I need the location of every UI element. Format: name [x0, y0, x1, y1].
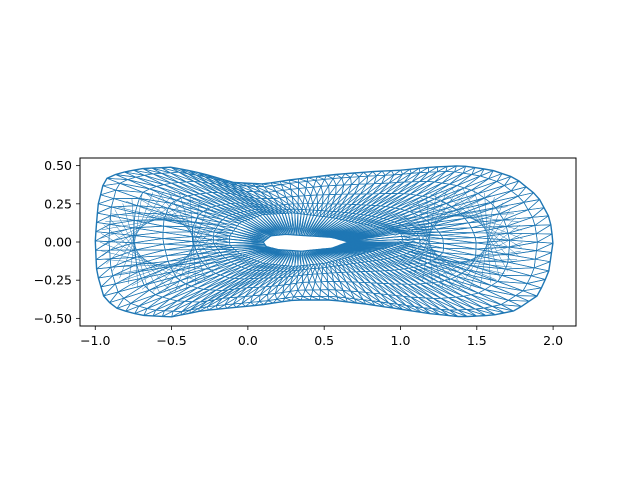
- mesh-edge: [398, 255, 512, 268]
- mesh-edge: [462, 188, 508, 272]
- x-tick-label: 0.0: [238, 333, 258, 348]
- mesh-edge: [117, 206, 228, 234]
- mesh-edge: [473, 189, 500, 278]
- mesh-edge: [399, 213, 515, 219]
- mesh-edge: [110, 213, 225, 226]
- y-tick-label: 0.00: [44, 235, 72, 250]
- mesh-edge: [398, 221, 477, 288]
- mesh-edge: [135, 196, 228, 251]
- x-tick-label: 1.0: [391, 333, 411, 348]
- y-axis: 0.50 0.25 0.00 −0.25 −0.50: [34, 158, 80, 326]
- mesh-edge: [413, 189, 448, 276]
- mesh-outer-boundary: [94, 165, 554, 318]
- mesh-edge: [105, 216, 220, 222]
- mesh-edge: [394, 200, 500, 236]
- mesh-hole-boundary: [262, 233, 350, 252]
- mesh-edge: [426, 233, 523, 283]
- mesh-edge: [99, 241, 202, 283]
- mesh-edge: [156, 191, 220, 268]
- mesh-edge: [422, 191, 437, 281]
- mesh-edge: [102, 194, 187, 257]
- mesh-edge: [103, 258, 218, 271]
- y-tick-label: 0.50: [44, 158, 72, 173]
- mesh-edge: [420, 197, 523, 240]
- y-tick-label: −0.25: [34, 273, 72, 288]
- mesh-edge: [406, 188, 459, 269]
- mesh-edge: [480, 197, 495, 287]
- mesh-edge: [440, 190, 519, 257]
- mesh-edge: [108, 262, 223, 268]
- mesh-edge: [409, 250, 521, 272]
- mesh-edge: [163, 212, 216, 293]
- mesh-edge: [103, 224, 182, 291]
- mesh-edge: [111, 191, 165, 272]
- mesh-edge: [100, 233, 193, 288]
- triangulation-mesh: [94, 165, 554, 318]
- mesh-edge: [426, 195, 433, 286]
- y-tick-label: −0.50: [34, 311, 72, 326]
- mesh-edge: [141, 227, 226, 290]
- x-tick-label: −0.5: [156, 333, 186, 348]
- mesh-edge: [430, 193, 522, 248]
- mesh-edge: [152, 219, 222, 292]
- mesh-edge: [114, 209, 160, 293]
- mesh-edge: [106, 192, 176, 265]
- mesh-edge: [451, 188, 515, 265]
- mesh-edge: [131, 236, 228, 286]
- mesh-edge: [100, 250, 211, 278]
- mesh-edge: [108, 216, 171, 293]
- mesh-edge: [101, 209, 214, 231]
- mesh-edge: [119, 192, 154, 279]
- mesh-edge: [146, 193, 225, 260]
- mesh-edge: [189, 195, 197, 286]
- mesh-edge: [402, 259, 518, 265]
- mesh-edge: [396, 191, 481, 254]
- mesh-edge: [394, 195, 491, 245]
- x-tick-label: 0.5: [314, 333, 334, 348]
- mesh-edge: [122, 245, 228, 281]
- x-tick-label: 2.0: [543, 333, 563, 348]
- mesh-edge: [409, 206, 455, 290]
- mesh-edge: [168, 191, 214, 275]
- mesh-edge: [185, 200, 200, 290]
- mesh-edge: [400, 189, 470, 262]
- mesh-edge: [417, 242, 523, 278]
- mesh-edge: [394, 238, 497, 280]
- x-axis: −1.0 −0.5 0.0 0.5 1.0 1.5 2.0: [80, 326, 563, 348]
- mesh-edge: [174, 205, 209, 292]
- mesh-edge: [114, 253, 227, 275]
- mesh-edge: [417, 200, 444, 288]
- mesh-edge: [436, 224, 521, 287]
- mesh-edge: [396, 206, 508, 228]
- mesh-edge: [484, 192, 491, 283]
- mesh-edge: [131, 198, 139, 289]
- mesh-edge: [447, 216, 517, 289]
- mesh-edge: [458, 209, 511, 290]
- mesh-edge: [395, 229, 487, 285]
- mesh-edge: [122, 203, 149, 291]
- mesh-edge: [395, 247, 505, 275]
- mesh-edge: [412, 203, 522, 231]
- x-tick-label: 1.5: [467, 333, 487, 348]
- x-tick-label: −1.0: [80, 333, 110, 348]
- mesh-edge: [402, 213, 466, 290]
- mesh-edge: [100, 198, 197, 248]
- mesh-edge: [99, 203, 206, 239]
- mesh-edge: [469, 202, 504, 289]
- mesh-edge: [126, 201, 229, 243]
- mesh-edge: [179, 193, 206, 281]
- y-tick-label: 0.25: [44, 196, 72, 211]
- mesh-edge: [405, 210, 519, 222]
- mesh-edge: [127, 194, 143, 284]
